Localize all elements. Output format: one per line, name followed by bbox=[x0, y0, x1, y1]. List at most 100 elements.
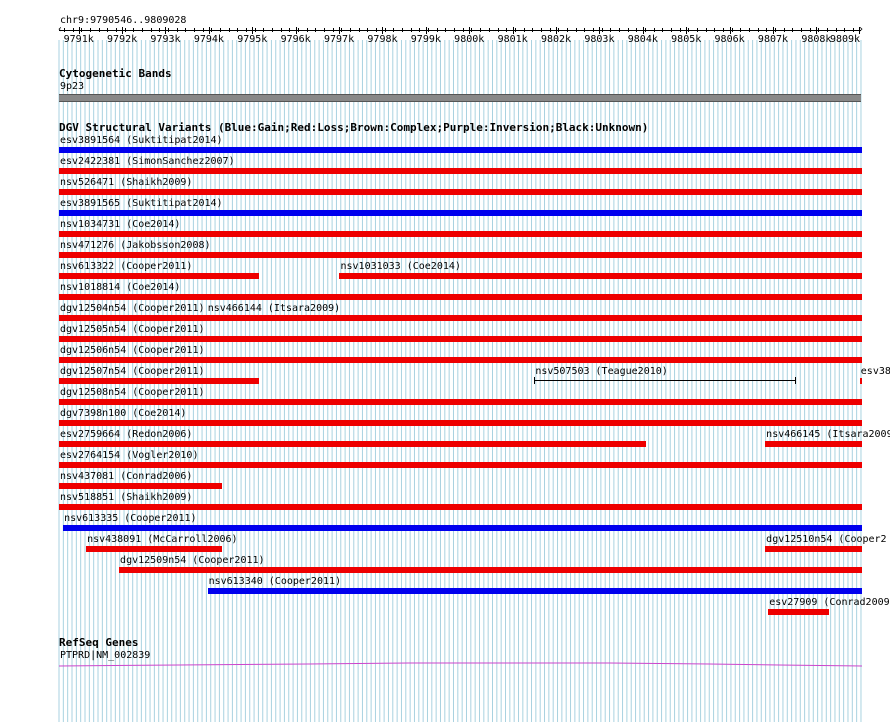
ruler-minor-tick bbox=[211, 28, 213, 32]
ruler-minor-tick bbox=[714, 28, 716, 32]
variant-feature-bar[interactable] bbox=[63, 525, 862, 531]
ruler-minor-tick bbox=[280, 28, 282, 32]
variant-feature-bar[interactable] bbox=[59, 147, 862, 153]
variant-feature-line[interactable] bbox=[534, 380, 795, 381]
cytoband-bar[interactable] bbox=[59, 94, 861, 102]
ruler-major-tick bbox=[122, 27, 124, 34]
variant-label: esv38 bbox=[860, 366, 890, 377]
variant-feature-bar[interactable] bbox=[768, 609, 829, 615]
ruler-minor-tick bbox=[185, 28, 187, 32]
ruler-major-tick bbox=[425, 27, 427, 34]
ruler-minor-tick bbox=[783, 28, 785, 32]
ruler-minor-tick bbox=[818, 28, 820, 32]
refseq-track-title: RefSeq Genes bbox=[59, 636, 139, 649]
ruler-minor-tick bbox=[124, 28, 126, 32]
variant-feature-bar[interactable] bbox=[59, 273, 259, 279]
ruler-minor-tick bbox=[98, 28, 100, 32]
ruler-minor-tick bbox=[107, 28, 109, 32]
ruler-minor-tick bbox=[142, 28, 144, 32]
ruler-minor-tick bbox=[176, 28, 178, 32]
ruler-minor-tick bbox=[228, 28, 230, 32]
ruler-minor-tick bbox=[159, 28, 161, 32]
ruler-minor-tick bbox=[774, 28, 776, 32]
ruler-minor-tick bbox=[722, 28, 724, 32]
ruler-minor-tick bbox=[90, 28, 91, 32]
ruler-axis-line bbox=[59, 30, 861, 31]
variant-feature-bar[interactable] bbox=[59, 336, 862, 342]
ruler-minor-tick bbox=[116, 28, 118, 32]
variant-feature-bar[interactable] bbox=[59, 441, 647, 447]
variant-feature-bar[interactable] bbox=[207, 588, 862, 594]
variant-feature-bar[interactable] bbox=[119, 567, 862, 573]
variant-feature-bar[interactable] bbox=[59, 168, 862, 174]
variant-feature-bar[interactable] bbox=[59, 378, 259, 384]
ruler-minor-tick bbox=[402, 28, 404, 32]
variant-feature-bar[interactable] bbox=[59, 483, 222, 489]
variant-feature-bar[interactable] bbox=[59, 357, 862, 363]
variant-feature-bar[interactable] bbox=[765, 441, 862, 447]
ruler-minor-tick bbox=[488, 28, 490, 32]
ruler-minor-tick bbox=[72, 28, 74, 32]
ruler-minor-tick bbox=[835, 28, 837, 32]
ruler-tick-label: 9807k bbox=[757, 34, 789, 45]
ruler-minor-tick bbox=[610, 28, 612, 32]
ruler-minor-tick bbox=[740, 28, 742, 32]
ruler-minor-tick bbox=[532, 28, 534, 32]
ruler-minor-tick bbox=[636, 28, 638, 32]
variant-label: nsv1031033 (Coe2014) bbox=[340, 261, 461, 272]
ruler-minor-tick bbox=[627, 28, 629, 32]
ruler-major-tick bbox=[816, 27, 818, 34]
variant-label: nsv1034731 (Coe2014) bbox=[60, 219, 181, 230]
ruler-minor-tick bbox=[306, 28, 308, 32]
variant-feature-bar[interactable] bbox=[59, 462, 862, 468]
variant-label: nsv507503 (Teague2010) bbox=[535, 366, 668, 377]
ruler-tick-label: 9809k bbox=[829, 34, 861, 45]
ruler-minor-tick bbox=[592, 28, 594, 32]
ruler-minor-tick bbox=[64, 28, 65, 32]
ruler-minor-tick bbox=[662, 28, 664, 32]
variant-feature-bar[interactable] bbox=[59, 420, 862, 426]
ruler-major-tick bbox=[686, 27, 688, 34]
variant-feature-bar[interactable] bbox=[59, 294, 862, 300]
ruler-major-tick bbox=[729, 27, 731, 34]
ruler-minor-tick bbox=[575, 28, 577, 32]
variant-feature-bar[interactable] bbox=[339, 273, 862, 279]
ruler-minor-tick bbox=[410, 28, 412, 32]
ruler-minor-tick bbox=[202, 28, 204, 32]
ruler-major-tick bbox=[556, 27, 558, 34]
ruler-minor-tick bbox=[150, 28, 152, 32]
ruler-minor-tick bbox=[653, 28, 655, 32]
refseq-gene-line[interactable] bbox=[59, 660, 862, 670]
variant-feature-bar[interactable] bbox=[59, 252, 862, 258]
ruler-minor-tick bbox=[549, 28, 551, 32]
ruler-tick-label: 9808k bbox=[801, 34, 832, 45]
ruler-minor-tick bbox=[696, 28, 698, 32]
variant-feature-bar[interactable] bbox=[206, 315, 862, 321]
variant-feature-bar[interactable] bbox=[59, 399, 862, 405]
ruler-minor-tick bbox=[263, 28, 265, 32]
ruler-major-tick bbox=[512, 27, 514, 34]
variant-feature-bar[interactable] bbox=[765, 546, 862, 552]
variant-label: nsv466145 (Itsara2009 bbox=[766, 429, 890, 440]
variant-feature-bar[interactable] bbox=[59, 231, 862, 237]
ruler-major-tick bbox=[642, 27, 644, 34]
ruler-minor-tick bbox=[428, 28, 430, 32]
variant-feature-bar[interactable] bbox=[86, 546, 222, 552]
variant-label: esv3891564 (Suktitipat2014) bbox=[60, 135, 223, 146]
ruler-minor-tick bbox=[454, 28, 456, 32]
variant-feature-bar[interactable] bbox=[859, 378, 862, 384]
ruler-right-arrow-icon: › bbox=[858, 24, 865, 35]
ruler-minor-tick bbox=[800, 28, 802, 32]
ruler-minor-tick bbox=[350, 28, 352, 32]
ruler-minor-tick bbox=[679, 28, 681, 32]
ruler-minor-tick bbox=[644, 28, 646, 32]
variant-feature-bar[interactable] bbox=[59, 210, 862, 216]
ruler-minor-tick bbox=[384, 28, 386, 32]
ruler-minor-tick bbox=[133, 28, 135, 32]
variant-feature-bar[interactable] bbox=[59, 315, 207, 321]
ruler-tick-label: 9795k bbox=[237, 34, 268, 45]
variant-feature-bar[interactable] bbox=[59, 504, 862, 510]
variant-feature-bar[interactable] bbox=[59, 189, 862, 195]
variant-label: nsv613340 (Cooper2011) bbox=[208, 576, 342, 587]
variant-label: nsv526471 (Shaikh2009) bbox=[60, 177, 193, 188]
